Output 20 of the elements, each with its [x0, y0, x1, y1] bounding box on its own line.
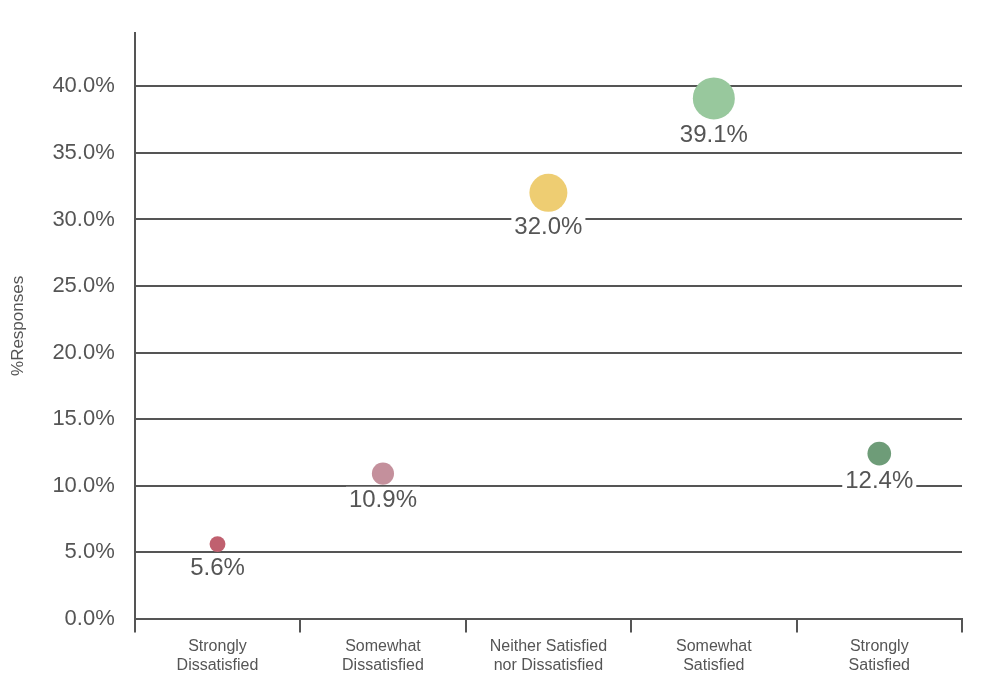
data-label: 39.1% [679, 120, 748, 148]
x-tick-label: Somewhat Dissatisfied [342, 636, 424, 673]
y-tick-label: 25.0% [52, 272, 115, 298]
y-tick-label: 30.0% [52, 205, 115, 231]
x-tick-label: Somewhat Satisfied [676, 636, 753, 673]
data-label: 12.4% [845, 466, 914, 494]
y-tick-label: 15.0% [52, 405, 115, 431]
x-tick-label: Strongly Satisfied [848, 636, 910, 673]
y-tick-label: 10.0% [52, 471, 115, 497]
y-tick-label: 20.0% [52, 338, 115, 364]
x-tick-label: Strongly Dissatisfied [176, 636, 259, 673]
data-label: 10.9% [348, 485, 417, 513]
x-tick-label: Neither Satisfied nor Dissatisfied [489, 636, 608, 673]
y-tick-label: 40.0% [52, 72, 115, 98]
y-tick-label: 5.0% [64, 538, 115, 564]
y-axis-title: %Responses [7, 275, 27, 376]
y-tick-label: 35.0% [52, 139, 115, 164]
data-label: 32.0% [514, 212, 583, 240]
y-tick-label: 0.0% [64, 604, 115, 630]
data-label: 5.6% [190, 552, 245, 580]
